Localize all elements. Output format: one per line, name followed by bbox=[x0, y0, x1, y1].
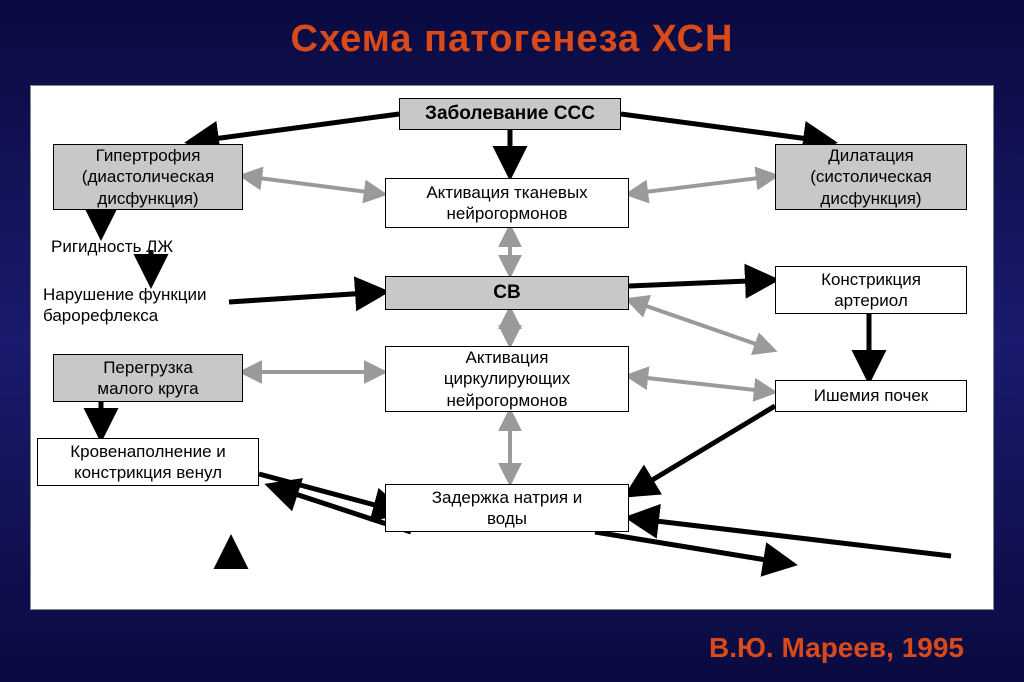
node-retention: Задержка натрия иводы bbox=[385, 484, 629, 532]
credit: В.Ю. Мареев, 1995 bbox=[709, 632, 964, 664]
diagram: Заболевание ССС Гипертрофия(диастолическа… bbox=[30, 85, 994, 610]
node-sv: СВ bbox=[385, 276, 629, 310]
node-venules: Кровенаполнение иконстрикция венул bbox=[37, 438, 259, 486]
slide-title: Схема патогенеза ХСН bbox=[0, 0, 1024, 61]
node-top: Заболевание ССС bbox=[399, 98, 621, 130]
node-rigid: Ригидность ЛЖ bbox=[51, 236, 173, 257]
node-ischemia: Ишемия почек bbox=[775, 380, 967, 412]
node-hyper: Гипертрофия(диастолическаядисфункция) bbox=[53, 144, 243, 210]
node-dilat: Дилатация(систолическаядисфункция) bbox=[775, 144, 967, 210]
node-constr: Констрикцияартериол bbox=[775, 266, 967, 314]
node-overload: Перегрузкамалого круга bbox=[53, 354, 243, 402]
node-circ: Активацияциркулирующихнейрогормонов bbox=[385, 346, 629, 412]
node-tissue: Активация тканевыхнейрогормонов bbox=[385, 178, 629, 228]
node-baro: Нарушение функциибарорефлекса bbox=[43, 284, 207, 327]
